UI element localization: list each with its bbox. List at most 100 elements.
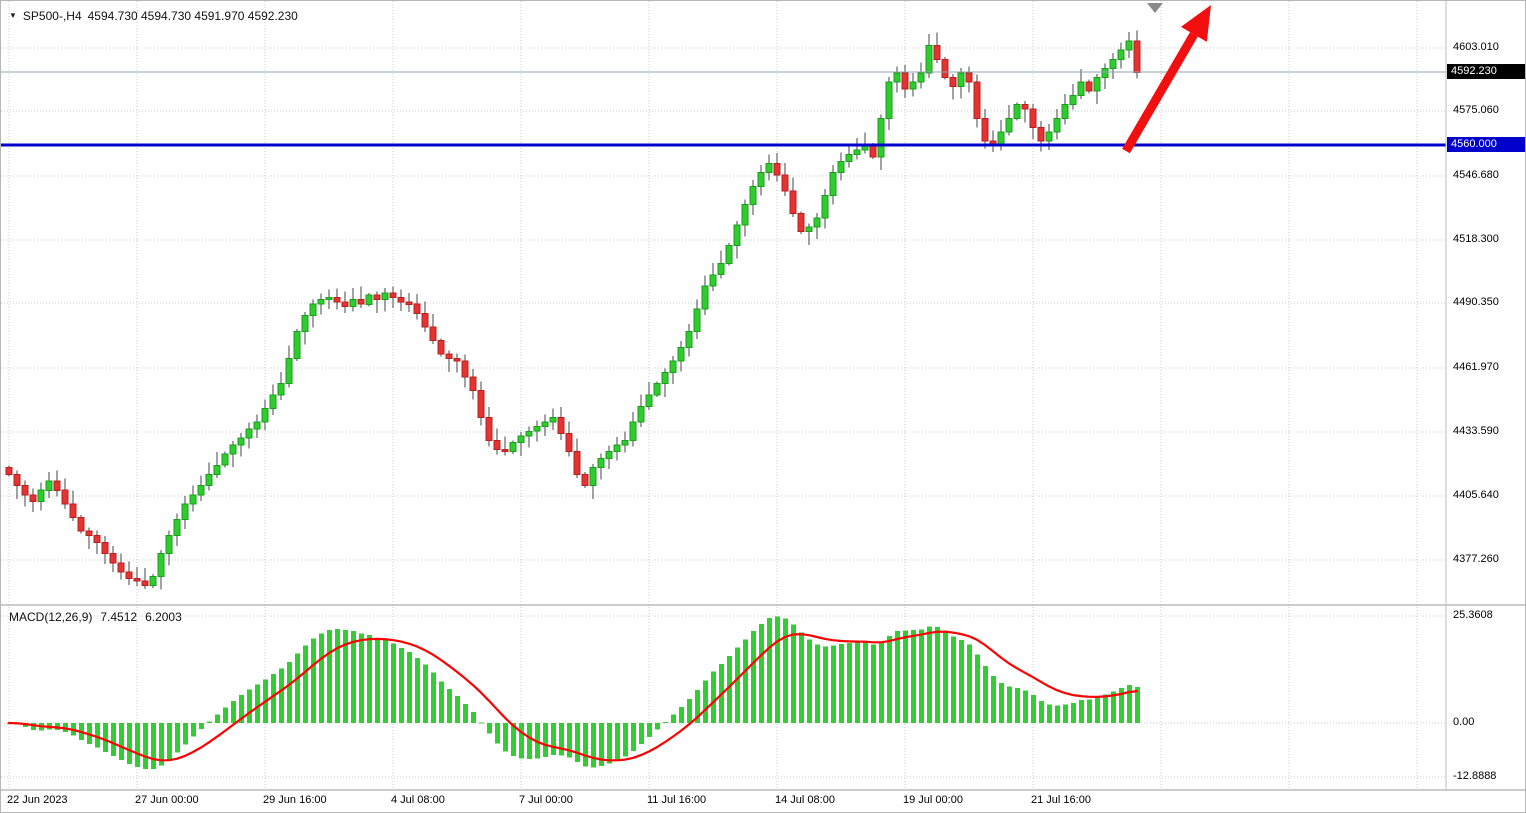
candle [549,408,557,430]
macd-signal-line [7,630,1139,762]
candle-body [429,326,437,341]
candle [245,422,253,449]
candle [101,536,109,565]
candle [597,453,605,480]
macd-histogram-bar [735,647,740,723]
macd-histogram-bar [823,646,828,723]
macd-histogram-bar [935,627,940,723]
candle-body [45,480,53,491]
trend-arrow-shaft[interactable] [1122,32,1198,154]
candle-body [229,444,237,455]
candle-body [813,217,821,228]
candle-body [597,458,605,469]
candle [477,381,485,426]
candle-body [197,485,205,496]
candle-body [981,117,989,142]
macd-histogram-bar [887,636,892,723]
time-axis-label: 14 Jul 08:00 [775,794,835,806]
candle [613,437,621,461]
candle-body [1133,40,1141,73]
candle [589,463,597,499]
macd-histogram-bar [287,661,292,723]
candle-body [101,541,109,555]
candle-body [853,149,861,155]
candle [749,180,757,215]
candle-body [1005,117,1013,133]
candle-body [109,553,117,564]
macd-histogram-bar [495,723,500,744]
macd-histogram-bar [135,723,140,767]
macd-histogram-bar [1127,684,1132,723]
candle [837,152,845,181]
macd-histogram-bar [583,723,588,767]
candle-body [277,383,285,396]
candle [405,292,413,312]
chart-shift-marker-icon[interactable] [1147,3,1163,13]
macd-histogram-bar [439,681,444,723]
candle-body [5,467,13,475]
macd-histogram-bar [383,640,388,723]
candle [237,433,245,457]
candle [461,354,469,388]
candle [541,414,549,436]
candle-body [341,301,349,307]
macd-histogram-bar [431,672,436,723]
symbol-title: SP500-,H4 [22,9,82,23]
macd-histogram-bar [455,696,460,723]
macd-histogram-bar [831,645,836,723]
macd-axis-label: 25.3608 [1453,609,1493,622]
candle [765,154,773,181]
candle [605,445,613,469]
candle-body [517,435,525,444]
candle-body [1101,67,1109,79]
candle [1013,102,1021,121]
candle-body [181,503,189,521]
candle-body [797,213,805,233]
candle [669,356,677,385]
macd-histogram-bar [1071,703,1076,723]
candle-body [949,76,957,88]
macd-histogram-bar [527,723,532,760]
candle-body [1045,131,1053,142]
macd-histogram-bar [1007,686,1012,723]
macd-histogram-bar [391,643,396,723]
candle-body [317,299,325,305]
macd-histogram-bar [119,723,124,761]
candle-body [693,308,701,332]
candle [293,329,301,361]
candle-body [1013,104,1021,119]
macd-panel [7,616,1140,770]
candle-body [493,439,501,450]
candle [421,301,429,332]
trend-arrow-head[interactable] [1180,5,1211,42]
candle-body [829,172,837,196]
candle [221,451,229,468]
candle [397,289,405,312]
macd-histogram-bar [567,723,572,758]
macd-histogram-bar [543,723,548,758]
macd-histogram-bar [327,629,332,723]
macd-histogram-bar [1111,691,1116,723]
candle [917,62,925,89]
macd-histogram-bar [447,689,452,723]
candle-body [893,72,901,83]
macd-histogram-bar [703,680,708,723]
candle [333,288,341,310]
candle-body [629,421,637,441]
candle-body [445,353,453,360]
candle [253,414,261,439]
candle [117,553,125,580]
candle [357,286,365,308]
candle-body [621,439,629,446]
macd-histogram-bar [599,723,604,767]
macd-histogram-bar [847,643,852,723]
candle-body [1085,81,1093,92]
candle-body [781,174,789,192]
candle-body [37,489,45,503]
macd-histogram-bar [143,723,148,770]
macd-histogram-bar [663,722,668,724]
candle-body [645,394,653,407]
candle-body [157,553,165,577]
